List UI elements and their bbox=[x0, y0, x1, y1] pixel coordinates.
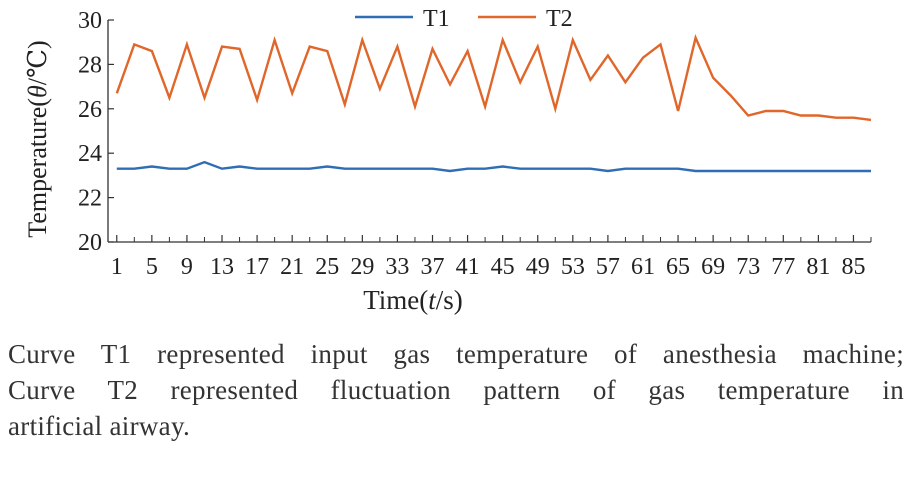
x-tick-label: 49 bbox=[526, 254, 550, 280]
y-tick-label: 22 bbox=[78, 186, 102, 212]
x-tick-label: 53 bbox=[561, 254, 585, 280]
x-tick-label: 69 bbox=[701, 254, 725, 280]
caption-line-2: Curve T2 represented fluctuation pattern… bbox=[8, 375, 904, 405]
y-axis-title-suffix: /℃) bbox=[23, 40, 52, 85]
x-axis-title-var: t bbox=[428, 285, 437, 315]
x-tick-label: 57 bbox=[596, 254, 620, 280]
legend-label-t2: T2 bbox=[546, 6, 573, 32]
caption-line-1: Curve T1 represented input gas temperatu… bbox=[8, 339, 904, 369]
x-tick-label: 33 bbox=[385, 254, 409, 280]
y-axis-title-var: θ bbox=[23, 85, 52, 98]
x-tick-label: 1 bbox=[111, 254, 123, 280]
x-tick-label: 13 bbox=[210, 254, 234, 280]
x-tick-label: 37 bbox=[420, 254, 444, 280]
x-tick-label: 81 bbox=[806, 254, 830, 280]
x-axis-title: Time(t/s) bbox=[363, 285, 463, 315]
y-tick-label: 20 bbox=[78, 230, 102, 256]
legend-label-t1: T1 bbox=[423, 6, 450, 32]
x-tick-label: 85 bbox=[841, 254, 865, 280]
x-tick-label: 61 bbox=[631, 254, 655, 280]
figure-caption: Curve T1 represented input gas temperatu… bbox=[8, 336, 904, 444]
series-line-t2 bbox=[115, 34, 872, 122]
x-tick-label: 77 bbox=[771, 254, 795, 280]
x-tick-label: 17 bbox=[245, 254, 269, 280]
x-tick-label: 29 bbox=[350, 254, 374, 280]
y-tick-label: 28 bbox=[78, 52, 102, 78]
x-axis-title-suffix: /s) bbox=[436, 285, 463, 315]
x-axis-title-prefix: Time( bbox=[363, 285, 428, 315]
axes: 20 22 24 26 28 30 1 5 9 13 17 21 25 29 33 37 41 45 49 53 57 6… bbox=[78, 8, 872, 280]
x-tick-label: 73 bbox=[736, 254, 760, 280]
legend: T1 T2 bbox=[355, 6, 573, 32]
x-tick-label: 65 bbox=[666, 254, 690, 280]
y-tick-label: 24 bbox=[78, 141, 102, 167]
x-tick-label: 21 bbox=[280, 254, 304, 280]
x-tick-label: 25 bbox=[315, 254, 339, 280]
x-tick-label: 5 bbox=[146, 254, 158, 280]
x-tick-label: 41 bbox=[456, 254, 480, 280]
y-tick-label: 30 bbox=[78, 8, 102, 34]
y-axis-title-prefix: Temperature( bbox=[23, 98, 52, 238]
series-lines bbox=[115, 34, 872, 173]
temperature-line-chart: 20 22 24 26 28 30 1 5 9 13 17 21 25 29 33 37 41 45 49 53 57 6… bbox=[23, 6, 872, 315]
y-axis-title: Temperature(θ/℃) bbox=[23, 40, 52, 237]
x-tick-label: 9 bbox=[181, 254, 193, 280]
caption-line-3: artificial airway. bbox=[8, 411, 191, 441]
y-tick-label: 26 bbox=[78, 97, 102, 123]
series-line-t1 bbox=[116, 160, 871, 173]
x-tick-label: 45 bbox=[491, 254, 515, 280]
